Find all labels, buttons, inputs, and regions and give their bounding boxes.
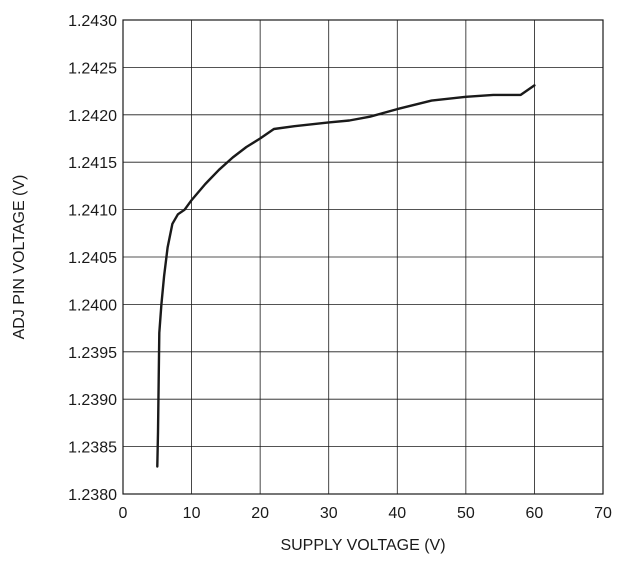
series-line-1 [156,84,536,468]
x-tick-label: 10 [183,505,201,522]
plot-frame [122,19,604,495]
y-tick-label: 1.2425 [68,60,117,77]
y-tick-labels: 1.2380 1.2385 1.2390 1.2395 1.2400 1.2405 1.24… [68,13,117,504]
x-axis-title: SUPPLY VOLTAGE (V) [280,537,445,554]
grid [123,20,603,494]
y-tick-label: 1.2395 [68,345,117,362]
y-tick-label: 1.2420 [68,108,117,125]
x-tick-label: 60 [526,505,544,522]
x-tick-label: 0 [119,505,128,522]
y-tick-label: 1.2390 [68,392,117,409]
y-tick-label: 1.2400 [68,297,117,314]
y-tick-label: 1.2430 [68,13,117,30]
y-axis-title: ADJ PIN VOLTAGE (V) [11,175,28,340]
series-layer [156,84,536,468]
x-tick-label: 20 [251,505,269,522]
x-tick-label: 30 [320,505,338,522]
x-tick-label: 50 [457,505,475,522]
x-tick-label: 40 [388,505,406,522]
y-tick-label: 1.2385 [68,440,117,457]
y-tick-label: 1.2380 [68,487,117,504]
y-tick-label: 1.2405 [68,250,117,267]
y-tick-label: 1.2410 [68,203,117,220]
y-tick-label: 1.2415 [68,155,117,172]
x-tick-label: 70 [594,505,612,522]
x-tick-labels: 0 10 20 30 40 50 60 70 [119,505,612,522]
